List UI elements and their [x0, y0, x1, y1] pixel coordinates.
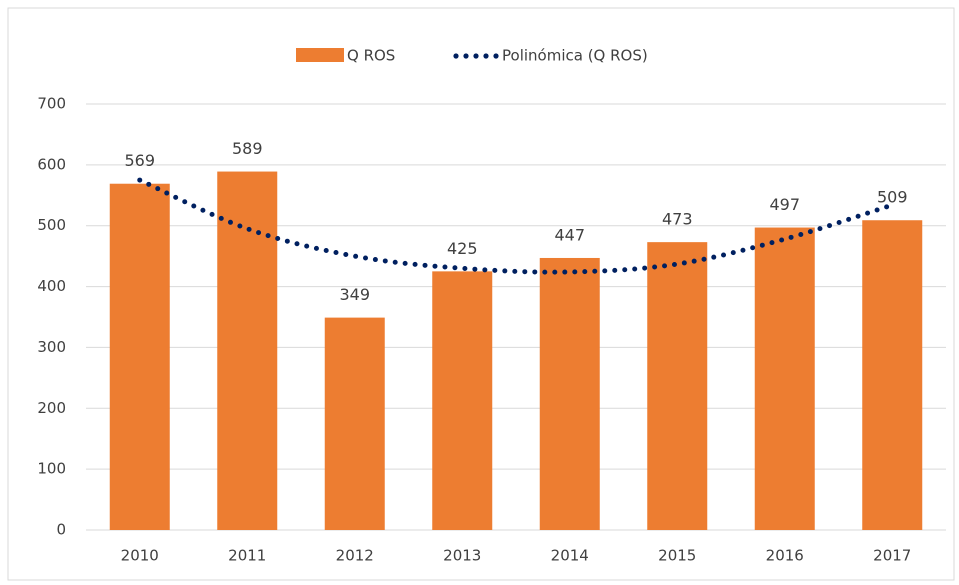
bar — [754, 227, 815, 531]
legend-swatch — [483, 53, 489, 59]
x-tick-label: 2014 — [551, 547, 589, 565]
bar — [539, 257, 600, 530]
bar — [109, 183, 170, 531]
data-label: 473 — [662, 210, 693, 229]
x-tick-label: 2016 — [766, 547, 804, 565]
x-tick-label: 2011 — [228, 547, 266, 565]
legend-swatch — [296, 48, 344, 62]
data-label: 447 — [554, 225, 585, 244]
y-tick-label: 200 — [37, 399, 66, 417]
y-tick-label: 0 — [56, 521, 66, 539]
legend-label: Q ROS — [347, 47, 395, 65]
bar — [432, 271, 493, 530]
bar — [324, 317, 385, 530]
y-tick-label: 400 — [37, 277, 66, 295]
x-tick-label: 2017 — [873, 547, 911, 565]
legend-label: Polinómica (Q ROS) — [502, 47, 648, 65]
data-label: 509 — [877, 188, 908, 207]
data-label: 425 — [447, 239, 478, 258]
data-label: 349 — [339, 285, 370, 304]
legend-swatch — [453, 53, 459, 59]
data-label: 497 — [769, 195, 800, 214]
trendline — [137, 177, 895, 275]
data-label: 589 — [232, 139, 263, 158]
bar — [217, 171, 278, 530]
x-tick-label: 2013 — [443, 547, 481, 565]
data-label: 569 — [124, 151, 155, 170]
bar — [862, 220, 923, 531]
y-tick-label: 600 — [37, 155, 66, 173]
legend-swatch — [463, 53, 469, 59]
bar — [647, 242, 708, 530]
y-tick-label: 700 — [37, 95, 66, 113]
y-tick-label: 500 — [37, 216, 66, 234]
y-tick-label: 300 — [37, 338, 66, 356]
y-tick-label: 100 — [37, 460, 66, 478]
x-tick-label: 2010 — [121, 547, 159, 565]
legend-swatch — [493, 53, 499, 59]
x-tick-label: 2015 — [658, 547, 696, 565]
x-tick-label: 2012 — [336, 547, 374, 565]
legend-swatch — [473, 53, 479, 59]
